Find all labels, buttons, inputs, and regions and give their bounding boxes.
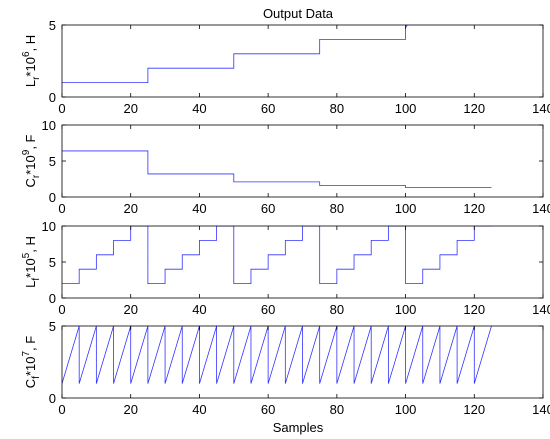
y-axis-label-part: L	[23, 281, 38, 288]
x-tick-label: 100	[395, 101, 417, 116]
y-tick-label: 0	[49, 190, 56, 205]
subplot-1: 0 20 40 60 80 100 120 140 0 5 Lr*106, H	[21, 18, 550, 116]
x-tick-label: 0	[58, 302, 65, 317]
y-axis-label-part: r	[31, 174, 42, 178]
x-tick-label: 140	[532, 302, 550, 317]
x-tick-label: 40	[192, 302, 206, 317]
x-tick-label: 80	[330, 402, 344, 417]
x-tick-label: 60	[261, 402, 275, 417]
y-tick-label: 5	[49, 319, 56, 334]
x-tick-label: 20	[123, 302, 137, 317]
x-tick-label: 40	[192, 201, 206, 216]
x-tick-label: 80	[330, 302, 344, 317]
subplot-panels: 02040608010012014005Lr*106, H02040608010…	[21, 18, 550, 417]
subplot-4: 0 20 40 60 80 100 120 140 0 5 Cf*107, F	[21, 319, 550, 417]
y-axis-label-part: L	[23, 80, 38, 87]
x-tick-label: 60	[261, 101, 275, 116]
y-axis-label-part: *10	[23, 258, 38, 278]
y-axis-label-part: 9	[21, 149, 32, 155]
y-axis-label-part: r	[31, 76, 42, 80]
x-tick-label: 40	[192, 101, 206, 116]
x-tick-label: 140	[532, 201, 550, 216]
y-axis-label-part: 5	[21, 252, 32, 258]
x-tick-label: 120	[463, 302, 485, 317]
y-tick-label: 0	[49, 90, 56, 105]
y-tick-label: 5	[49, 154, 56, 169]
y-axis-label: Cf*107, F	[21, 336, 42, 388]
x-tick-label: 60	[261, 302, 275, 317]
x-tick-label: 140	[532, 402, 550, 417]
x-tick-label: 100	[395, 201, 417, 216]
y-axis-label-part: *10	[23, 57, 38, 77]
y-tick-label: 0	[49, 391, 56, 406]
series-line	[62, 326, 492, 384]
y-axis-label: Cr*109, F	[21, 134, 42, 187]
axes-frame	[61, 24, 544, 98]
y-axis-label-part: *10	[23, 357, 38, 377]
x-tick-label: 60	[261, 201, 275, 216]
x-tick-label: 40	[192, 402, 206, 417]
x-tick-label: 0	[58, 201, 65, 216]
y-tick-label: 5	[49, 255, 56, 270]
y-axis-label-part: , F	[23, 134, 38, 149]
y-axis-label-part: 6	[21, 51, 32, 57]
subplot-3: 0204060801001201400510Lf*105, H	[21, 219, 550, 317]
x-tick-label: 20	[123, 402, 137, 417]
x-tick-label: 0	[58, 101, 65, 116]
y-axis-label: Lf*105, H	[21, 236, 42, 288]
subplot-2: 0204060801001201400510Cr*109, F	[21, 118, 550, 216]
x-tick-label: 0	[58, 402, 65, 417]
y-axis-label-part: , H	[23, 236, 38, 253]
y-axis-label-part: f	[31, 376, 42, 379]
series-line	[62, 25, 408, 83]
x-tick-label: 100	[395, 402, 417, 417]
x-tick-label: 120	[463, 402, 485, 417]
y-tick-label: 10	[42, 219, 56, 234]
y-tick-label: 10	[42, 118, 56, 133]
x-tick-label: 120	[463, 101, 485, 116]
series-line	[62, 150, 492, 189]
y-axis-label-part: C	[23, 379, 38, 388]
y-axis-label: Lr*106, H	[21, 35, 42, 87]
x-tick-label: 20	[123, 201, 137, 216]
y-axis-label-part: f	[31, 278, 42, 281]
x-tick-label: 80	[330, 201, 344, 216]
y-axis-label-part: , H	[23, 35, 38, 52]
x-tick-label: 80	[330, 101, 344, 116]
y-tick-label: 0	[49, 291, 56, 306]
y-tick-label: 5	[49, 18, 56, 33]
figure-title: Output Data	[263, 6, 334, 21]
y-axis-label-part: , F	[23, 336, 38, 351]
x-axis-label: Samples	[273, 420, 324, 435]
y-axis-label-part: 7	[21, 351, 32, 357]
axes-frame	[61, 325, 544, 399]
x-tick-label: 20	[123, 101, 137, 116]
x-tick-label: 100	[395, 302, 417, 317]
y-axis-label-part: C	[23, 178, 38, 187]
y-axis-label-part: *10	[23, 155, 38, 175]
series-line	[62, 226, 492, 285]
x-tick-label: 120	[463, 201, 485, 216]
x-tick-label: 140	[532, 101, 550, 116]
